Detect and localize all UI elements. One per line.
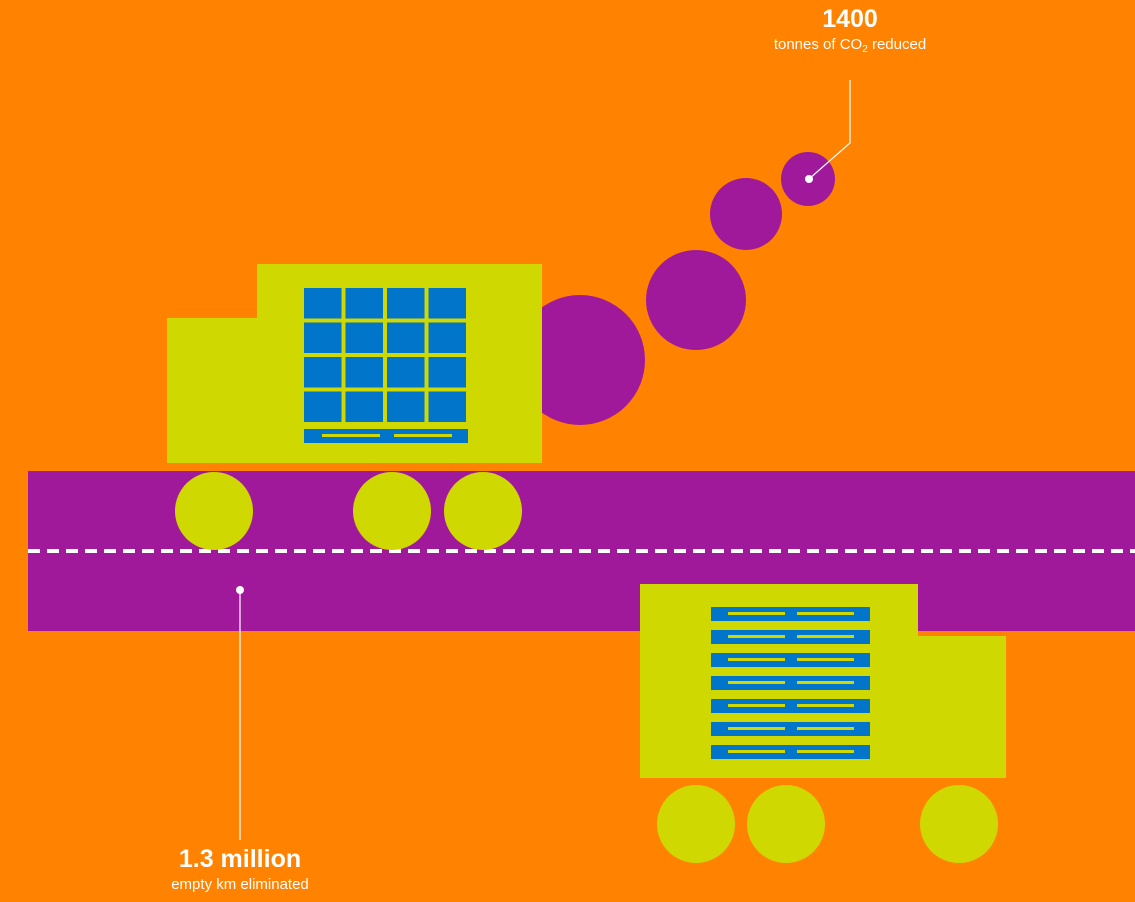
truck-wheel-front [175, 472, 253, 550]
exhaust-smoke-icon [515, 152, 835, 425]
container-block [428, 288, 466, 319]
truck-wheel-front [920, 785, 998, 863]
co2-caption-prefix: tonnes of CO [773, 36, 863, 53]
pallet-slat [728, 681, 785, 684]
pallet [711, 607, 870, 621]
pallet-slat [797, 704, 854, 707]
pallet [711, 745, 870, 759]
pallet [711, 630, 870, 644]
truck-wheel-rear [657, 785, 735, 863]
pallet-slat [728, 658, 785, 661]
truck-cab [890, 636, 1006, 778]
pallet-slat-right [394, 434, 452, 437]
container-block [345, 391, 383, 422]
pallet-slat [797, 635, 854, 638]
container-block [304, 357, 342, 388]
truck-wheel-rear [353, 472, 431, 550]
container-block [304, 288, 342, 319]
km-callout [236, 586, 244, 840]
road-lower-lane [28, 551, 1135, 631]
container-block [304, 391, 342, 422]
co2-callout-dot [805, 175, 813, 183]
pallet-slat [797, 658, 854, 661]
co2-value: 1400 [822, 5, 878, 33]
container-block [387, 322, 425, 353]
km-caption: empty km eliminated [171, 876, 309, 893]
pallet-slat [797, 612, 854, 615]
co2-callout-line [808, 80, 851, 180]
pallet-slat-left [322, 434, 380, 437]
truck-with-pallets-icon [640, 584, 1006, 863]
container-block [428, 322, 466, 353]
pallet-slat [728, 612, 785, 615]
smoke-puff-small [710, 178, 782, 250]
pallet [711, 676, 870, 690]
pallet-slat [797, 750, 854, 753]
container-block [387, 391, 425, 422]
co2-callout [805, 80, 851, 183]
container-block [345, 288, 383, 319]
truck-wheel-rear [444, 472, 522, 550]
container-block [304, 322, 342, 353]
container-block [428, 357, 466, 388]
pallet [711, 653, 870, 667]
smoke-puff-medium [646, 250, 746, 350]
pallet-slat [728, 635, 785, 638]
km-value: 1.3 million [178, 845, 302, 873]
pallet-stack [711, 607, 870, 759]
empty-km-stat: 1.3 million empty km eliminated [105, 845, 375, 895]
truck-wheel-rear [747, 785, 825, 863]
co2-reduction-stat: 1400 tonnes of CO2 reduced [715, 5, 985, 55]
pallet-slat [728, 727, 785, 730]
pallet-slat [797, 681, 854, 684]
co2-caption-subscript: 2 [862, 44, 868, 55]
co2-caption-suffix: reduced [867, 36, 927, 53]
pallet [711, 699, 870, 713]
container-block [345, 357, 383, 388]
pallet-slat [797, 727, 854, 730]
co2-caption: tonnes of CO2 reduced [715, 35, 985, 55]
pallet-slat [728, 750, 785, 753]
container-pallet [304, 429, 468, 443]
container-block [387, 357, 425, 388]
pallet [711, 722, 870, 736]
container-block [428, 391, 466, 422]
shipping-container [304, 288, 466, 422]
container-block [345, 322, 383, 353]
truck-with-container-icon [167, 264, 542, 550]
pallet-slat [728, 704, 785, 707]
km-callout-dot [236, 586, 244, 594]
smoke-puff-large [515, 295, 645, 425]
container-block [387, 288, 425, 319]
